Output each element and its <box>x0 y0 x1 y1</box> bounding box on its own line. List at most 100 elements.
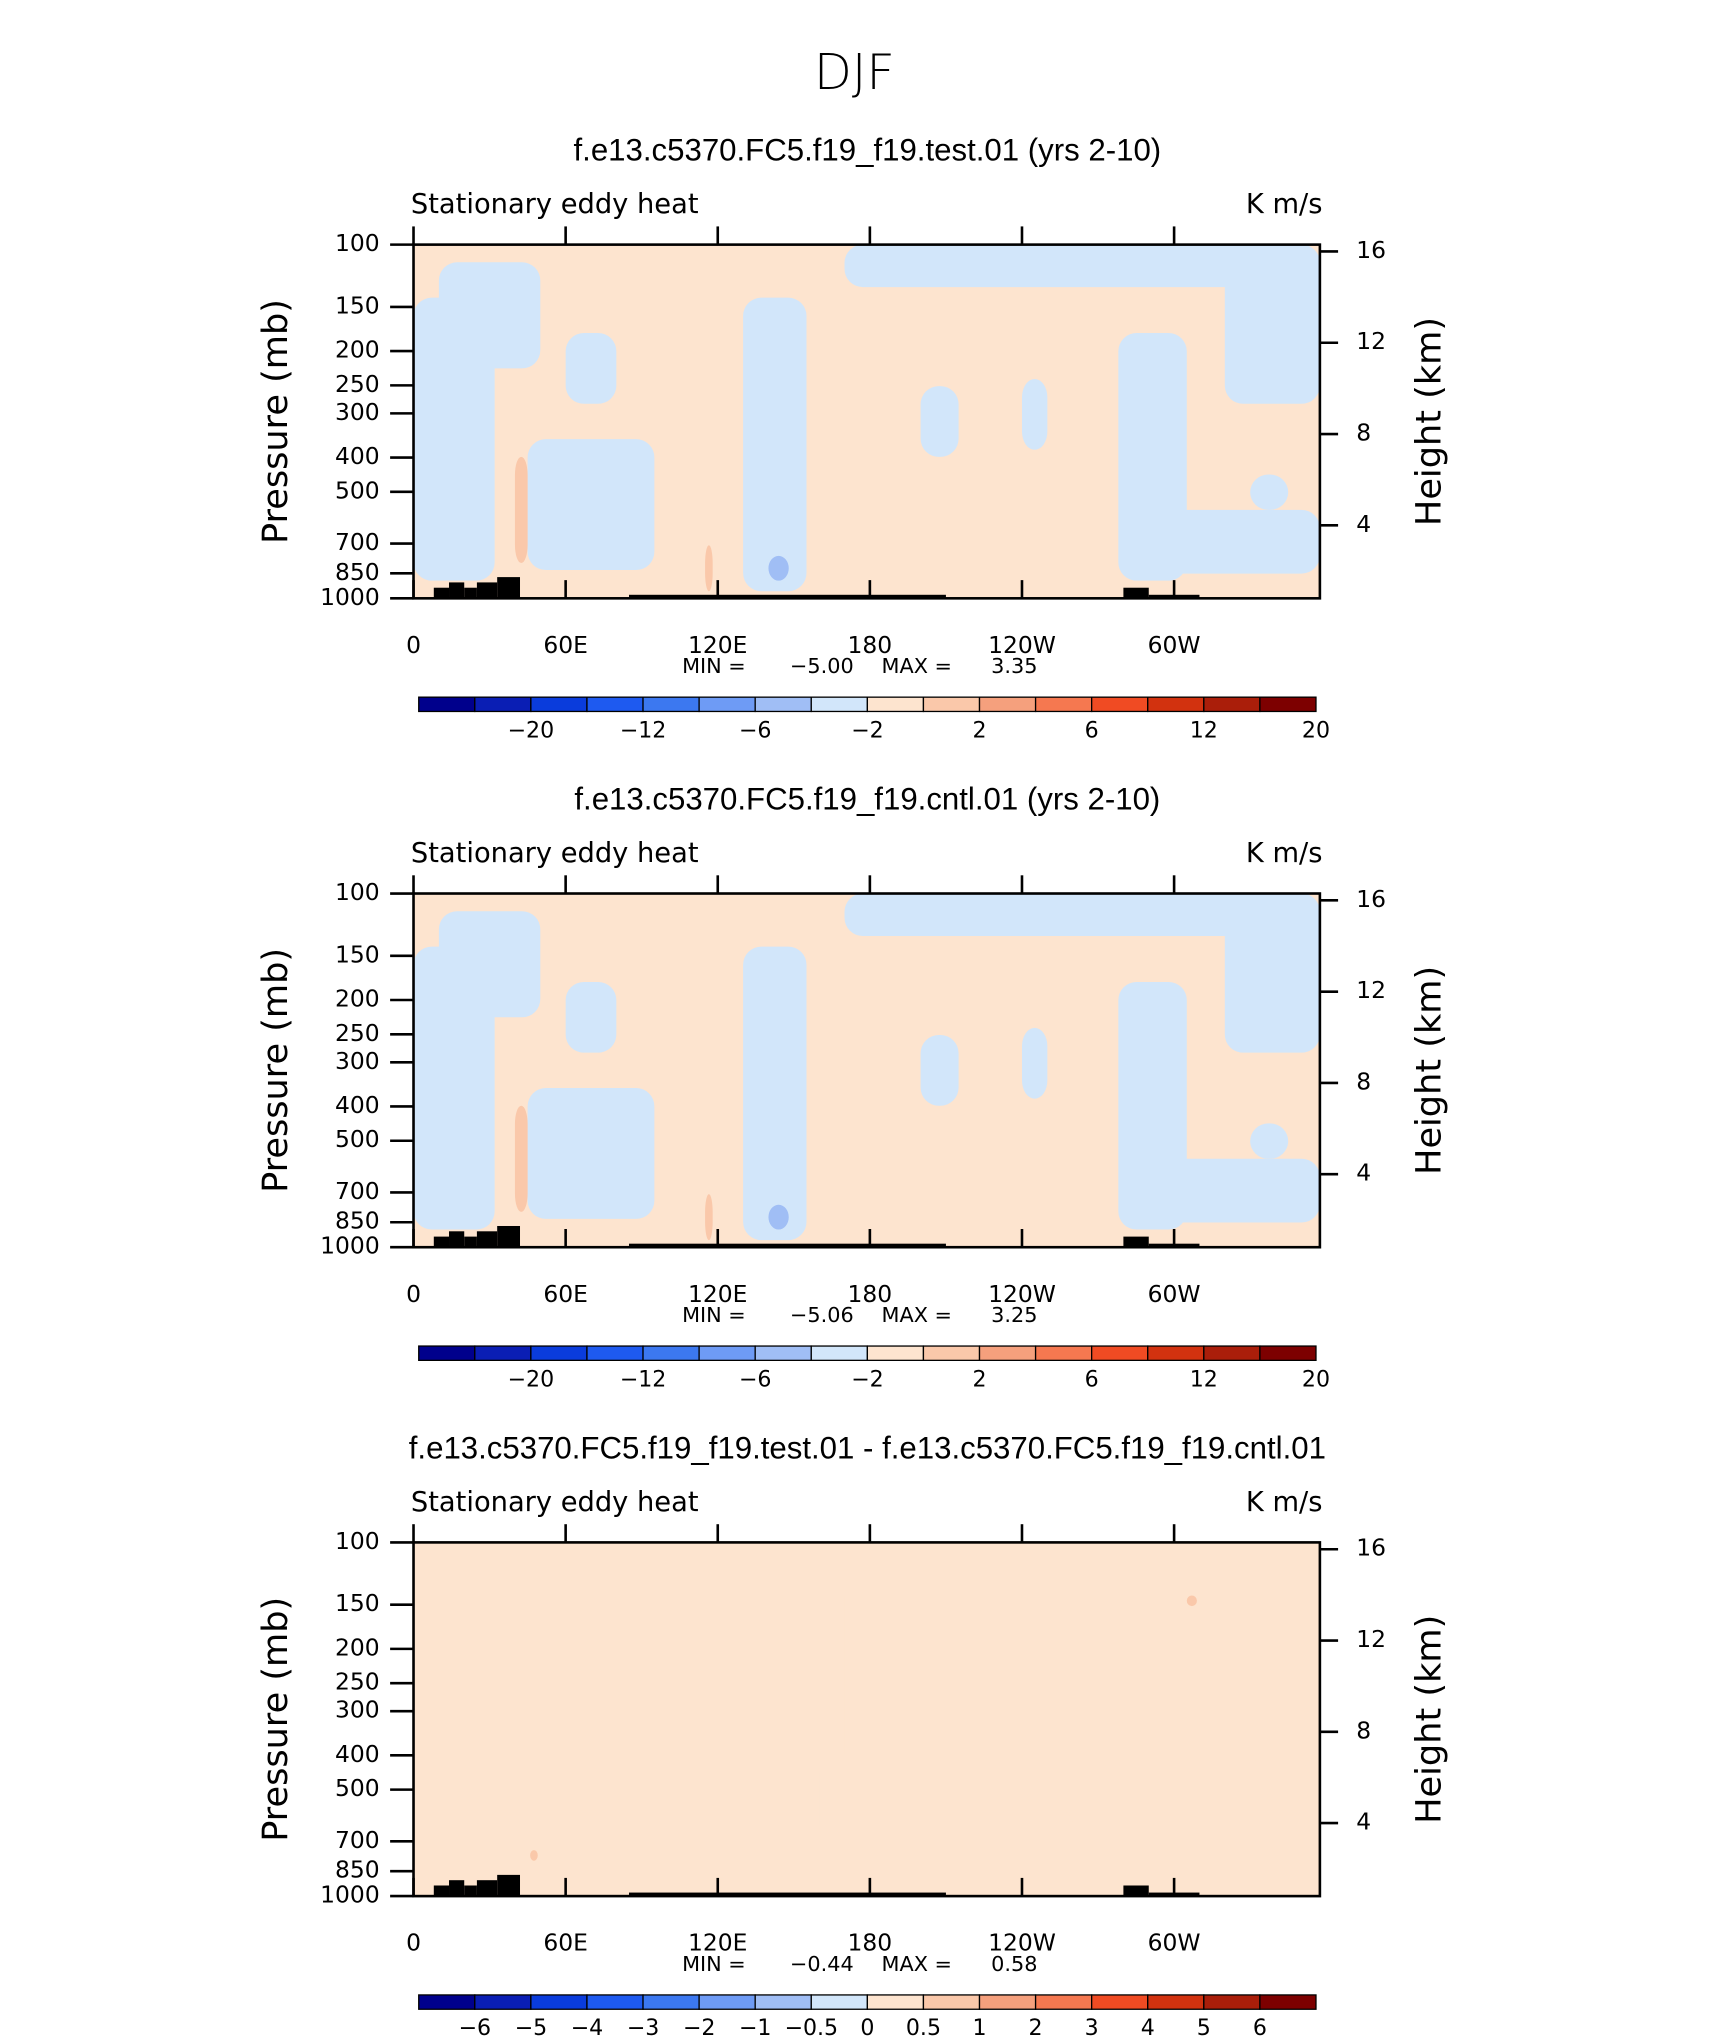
y2-axis-label: Height (km) <box>1408 966 1449 1175</box>
y-tick-label: 300 <box>335 1696 380 1724</box>
colorbar-box <box>1203 1345 1261 1361</box>
colorbar-box <box>418 1345 476 1361</box>
colorbar-label: −1 <box>739 2015 772 2038</box>
colorbar-label: −6 <box>459 2015 492 2038</box>
y-tick-label: 200 <box>335 1633 380 1661</box>
y-tick-label: 500 <box>335 1774 380 1802</box>
topography <box>433 1236 450 1248</box>
field-region <box>1250 474 1289 510</box>
y-tick-label: 850 <box>335 1856 380 1884</box>
colorbar-label: −20 <box>508 717 555 743</box>
colorbar-label: 0 <box>860 2015 874 2038</box>
field-region <box>413 946 495 1230</box>
y-tick-label: 150 <box>335 1589 380 1617</box>
x-tick-label: 0 <box>406 1929 421 1957</box>
colorbar-label: 1 <box>972 2015 986 2038</box>
y-tick-label: 400 <box>335 442 380 470</box>
topography <box>464 587 477 599</box>
field-region <box>1250 1123 1289 1159</box>
colorbar-box <box>1259 1994 1317 2010</box>
left-label: Stationary eddy heat <box>411 838 699 869</box>
colorbar-label: 20 <box>1302 1366 1330 1392</box>
y-tick-label: 700 <box>335 1177 380 1205</box>
colorbar-label: 5 <box>1197 2015 1211 2038</box>
colorbar-box <box>810 1994 869 2010</box>
y-tick-label: 700 <box>335 1826 380 1854</box>
field-region <box>1224 893 1320 1053</box>
field-region <box>1072 1577 1124 1702</box>
colorbar-label: −2 <box>683 2015 716 2038</box>
colorbar-box <box>474 696 532 713</box>
colorbar-box <box>1147 1994 1205 2010</box>
y-axis-label: Pressure (mb) <box>255 299 296 544</box>
y2-tick-label: 12 <box>1356 327 1386 355</box>
colorbar-label: −12 <box>620 1366 667 1392</box>
colorbar-box <box>698 696 756 713</box>
x-tick-label: 120E <box>688 1929 747 1957</box>
colorbar-box <box>474 1994 532 2010</box>
colorbar-box <box>810 696 869 713</box>
colorbar-label: −2 <box>851 1366 884 1392</box>
x-tick-label: 0 <box>406 1280 421 1308</box>
topography <box>1123 1236 1149 1248</box>
field-region <box>565 333 617 404</box>
topography <box>433 587 450 599</box>
x-tick-label: 60W <box>1148 1929 1201 1957</box>
colorbar-box <box>1091 696 1149 713</box>
field-region <box>530 1850 538 1861</box>
y2-tick-label: 16 <box>1356 1534 1386 1562</box>
stat-name: MAX = <box>882 654 952 678</box>
y-tick-label: 850 <box>335 558 380 586</box>
field-region <box>920 1595 997 1737</box>
y-tick-label: 250 <box>335 1019 380 1047</box>
field-region <box>514 456 528 563</box>
colorbar-label: 6 <box>1085 1366 1099 1392</box>
topography <box>449 1231 465 1248</box>
field-region <box>768 1204 789 1230</box>
colorbar-box <box>418 696 476 713</box>
colorbar-label: 6 <box>1253 2015 1267 2038</box>
x-tick-label: 120W <box>988 631 1056 659</box>
y-tick-label: 1000 <box>320 1881 380 1909</box>
colorbar-box <box>866 1345 925 1361</box>
colorbar-label: 20 <box>1302 717 1330 743</box>
colorbar-box <box>922 1345 981 1361</box>
field-region <box>996 1807 1073 1879</box>
topography <box>497 1225 521 1248</box>
y2-tick-label: 16 <box>1356 885 1386 913</box>
y-tick-label: 500 <box>335 1125 380 1153</box>
stat-value: −5.00 <box>790 654 854 678</box>
field-region <box>920 1034 959 1106</box>
colorbar-box <box>1203 1994 1261 2010</box>
colorbar-label: 12 <box>1190 717 1218 743</box>
panel-title: f.e13.c5370.FC5.f19_f19.cntl.01 (yrs 2-1… <box>574 781 1160 816</box>
colorbar-label: 2 <box>972 1366 986 1392</box>
colorbar-box <box>474 1345 532 1361</box>
colorbar-box <box>642 1994 700 2010</box>
y-tick-label: 150 <box>335 940 380 968</box>
stat-value: −5.06 <box>790 1303 854 1327</box>
colorbar-label: −20 <box>508 1366 555 1392</box>
stat-name: MIN = <box>682 654 746 678</box>
colorbar-label: 6 <box>1085 717 1099 743</box>
colorbar-box <box>586 1345 644 1361</box>
figure-title: DJF <box>814 43 895 101</box>
field-region <box>438 911 541 1018</box>
y2-tick-label: 12 <box>1356 976 1386 1004</box>
colorbar-box <box>1034 1345 1093 1361</box>
colorbar-box <box>1034 696 1093 713</box>
plot-frame <box>412 1541 1322 1898</box>
stat-name: MAX = <box>882 1303 952 1327</box>
colorbar-label: 0.5 <box>906 2015 941 2038</box>
colorbar-box <box>530 1345 588 1361</box>
colorbar-box <box>698 1994 756 2010</box>
field-region <box>484 1542 579 1585</box>
field-region <box>705 545 713 592</box>
topography <box>497 1874 521 1897</box>
y-tick-label: 100 <box>335 1527 380 1555</box>
y-tick-label: 700 <box>335 528 380 556</box>
colorbar-box <box>1091 1345 1149 1361</box>
field-region <box>527 439 655 571</box>
colorbar-label: 2 <box>972 717 986 743</box>
y-tick-label: 250 <box>335 1668 380 1696</box>
